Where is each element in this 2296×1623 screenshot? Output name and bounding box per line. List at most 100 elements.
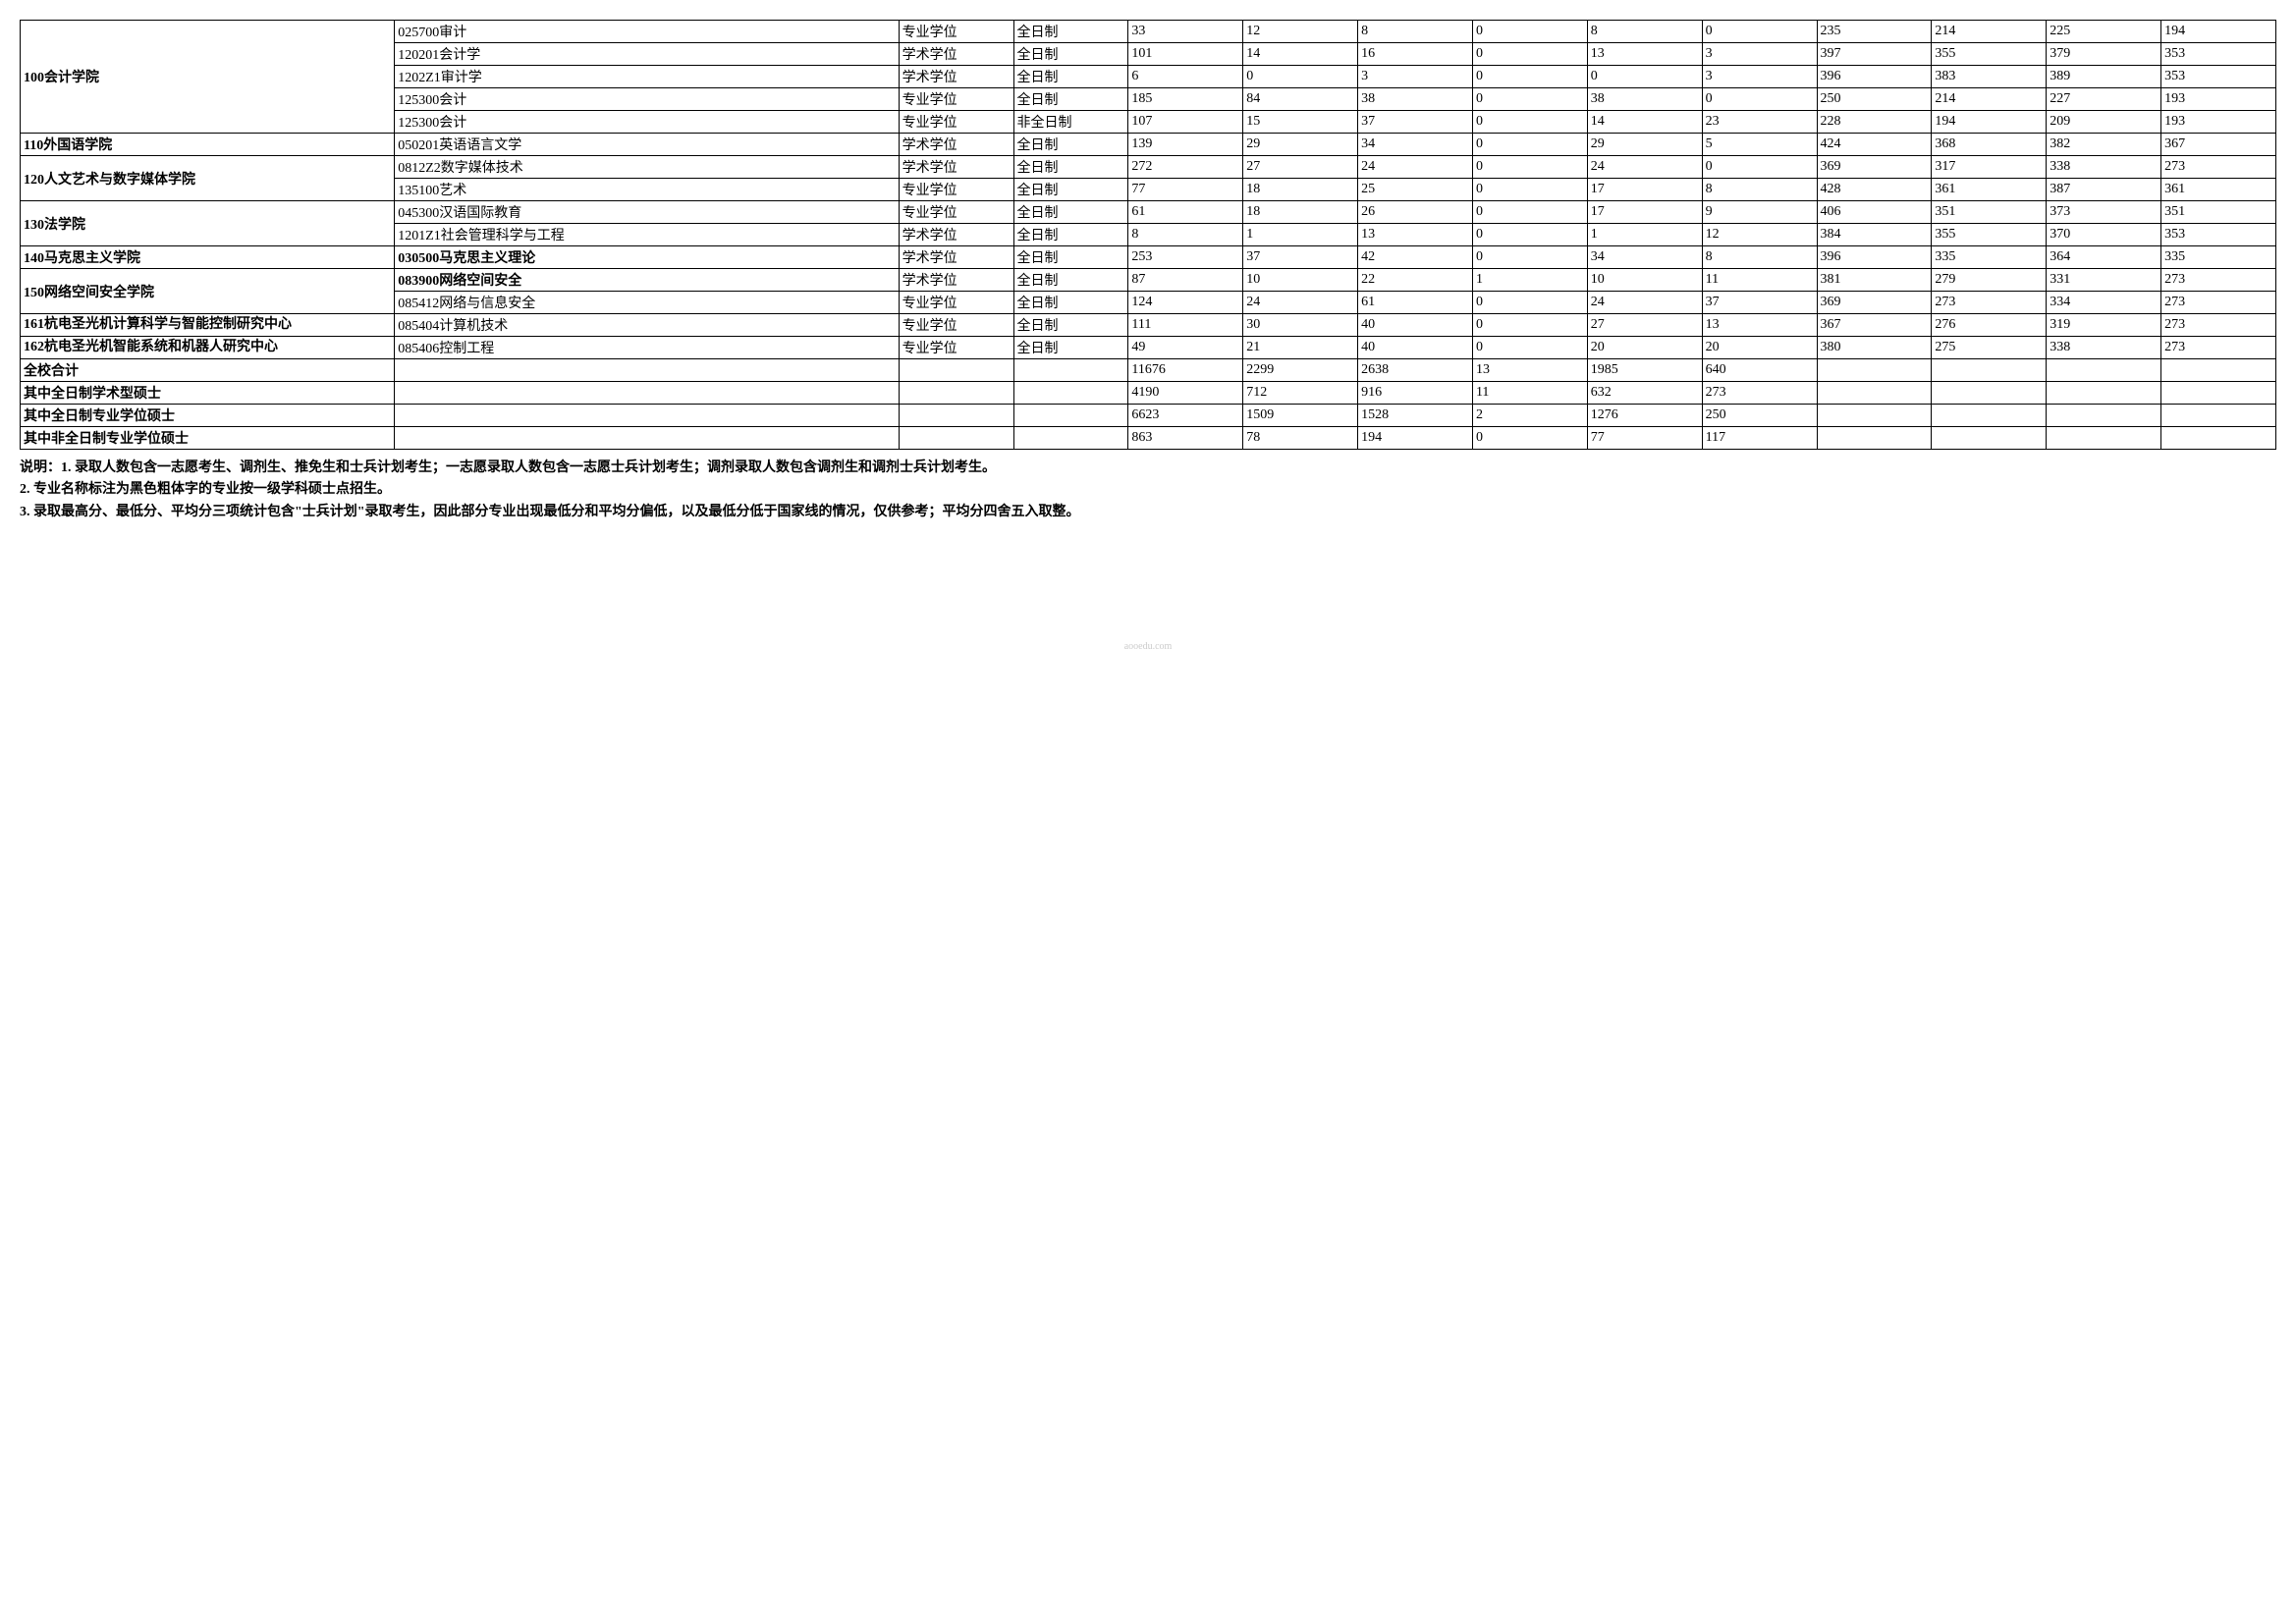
data-cell: 194 (1932, 111, 2047, 134)
data-cell: 2299 (1243, 359, 1358, 382)
data-cell: 26 (1358, 201, 1473, 224)
data-cell: 334 (2047, 292, 2161, 314)
data-cell: 0 (1472, 427, 1587, 450)
data-cell: 1 (1243, 224, 1358, 246)
data-cell: 380 (1817, 337, 1932, 359)
data-cell: 11 (1472, 382, 1587, 405)
data-cell: 355 (1932, 224, 2047, 246)
total-label: 全校合计 (21, 359, 395, 382)
data-cell: 367 (2161, 134, 2276, 156)
data-cell (1817, 405, 1932, 427)
data-cell: 3 (1702, 43, 1817, 66)
data-cell: 17 (1587, 201, 1702, 224)
data-cell: 3 (1702, 66, 1817, 88)
mode-cell: 全日制 (1013, 179, 1128, 201)
data-cell: 24 (1587, 156, 1702, 179)
data-cell: 24 (1587, 292, 1702, 314)
dept-cell: 150网络空间安全学院 (21, 269, 395, 314)
mode-cell: 全日制 (1013, 246, 1128, 269)
empty-cell (899, 382, 1013, 405)
mode-cell: 全日制 (1013, 224, 1128, 246)
major-cell: 125300会计 (395, 111, 899, 134)
major-cell: 085406控制工程 (395, 337, 899, 359)
data-cell: 10 (1587, 269, 1702, 292)
data-cell (2161, 405, 2276, 427)
data-cell: 17 (1587, 179, 1702, 201)
data-cell: 273 (2161, 292, 2276, 314)
data-cell: 273 (2161, 337, 2276, 359)
empty-cell (395, 405, 899, 427)
data-cell: 1276 (1587, 405, 1702, 427)
data-cell: 13 (1358, 224, 1473, 246)
major-cell: 083900网络空间安全 (395, 269, 899, 292)
data-cell: 77 (1587, 427, 1702, 450)
data-cell: 49 (1128, 337, 1243, 359)
data-cell: 353 (2161, 224, 2276, 246)
notes-section: 说明：1. 录取人数包含一志愿考生、调剂生、推免生和士兵计划考生；一志愿录取人数… (20, 458, 2276, 523)
data-cell: 1985 (1587, 359, 1702, 382)
data-cell (1817, 359, 1932, 382)
major-cell: 125300会计 (395, 88, 899, 111)
major-cell: 030500马克思主义理论 (395, 246, 899, 269)
data-cell: 87 (1128, 269, 1243, 292)
data-cell: 640 (1702, 359, 1817, 382)
type-cell: 专业学位 (899, 111, 1013, 134)
data-cell: 0 (1472, 134, 1587, 156)
data-cell: 379 (2047, 43, 2161, 66)
data-cell: 361 (2161, 179, 2276, 201)
data-cell (2161, 382, 2276, 405)
mode-cell: 全日制 (1013, 156, 1128, 179)
data-cell (2047, 382, 2161, 405)
data-cell: 351 (1932, 201, 2047, 224)
mode-cell: 全日制 (1013, 88, 1128, 111)
table-row: 150网络空间安全学院083900网络空间安全学术学位全日制8710221101… (21, 269, 2276, 292)
data-cell: 20 (1702, 337, 1817, 359)
data-cell: 14 (1243, 43, 1358, 66)
data-cell: 367 (1817, 314, 1932, 337)
data-cell: 0 (1472, 201, 1587, 224)
mode-cell: 非全日制 (1013, 111, 1128, 134)
data-cell: 368 (1932, 134, 2047, 156)
type-cell: 学术学位 (899, 246, 1013, 269)
major-cell: 050201英语语言文学 (395, 134, 899, 156)
data-cell (1817, 382, 1932, 405)
data-cell: 1528 (1358, 405, 1473, 427)
type-cell: 学术学位 (899, 156, 1013, 179)
data-cell: 107 (1128, 111, 1243, 134)
empty-cell (899, 405, 1013, 427)
data-cell: 185 (1128, 88, 1243, 111)
empty-cell (899, 427, 1013, 450)
dept-cell: 120人文艺术与数字媒体学院 (21, 156, 395, 201)
data-cell: 21 (1243, 337, 1358, 359)
type-cell: 学术学位 (899, 66, 1013, 88)
table-row: 120人文艺术与数字媒体学院0812Z2数字媒体技术学术学位全日制2722724… (21, 156, 2276, 179)
type-cell: 专业学位 (899, 179, 1013, 201)
data-cell: 396 (1817, 66, 1932, 88)
data-cell: 250 (1817, 88, 1932, 111)
type-cell: 学术学位 (899, 134, 1013, 156)
data-cell: 11676 (1128, 359, 1243, 382)
data-cell: 235 (1817, 21, 1932, 43)
data-cell: 397 (1817, 43, 1932, 66)
data-cell: 0 (1702, 88, 1817, 111)
data-cell (2047, 405, 2161, 427)
data-cell: 273 (1932, 292, 2047, 314)
dept-cell: 140马克思主义学院 (21, 246, 395, 269)
data-cell: 18 (1243, 201, 1358, 224)
data-cell: 38 (1358, 88, 1473, 111)
data-cell: 25 (1358, 179, 1473, 201)
mode-cell: 全日制 (1013, 269, 1128, 292)
total-row: 其中非全日制专业学位硕士86378194077117 (21, 427, 2276, 450)
data-cell (1932, 382, 2047, 405)
data-cell: 194 (2161, 21, 2276, 43)
data-cell: 0 (1472, 66, 1587, 88)
data-cell: 13 (1587, 43, 1702, 66)
data-cell: 227 (2047, 88, 2161, 111)
data-cell: 338 (2047, 337, 2161, 359)
data-cell: 1 (1472, 269, 1587, 292)
data-cell: 23 (1702, 111, 1817, 134)
data-cell: 27 (1243, 156, 1358, 179)
data-cell: 0 (1472, 88, 1587, 111)
data-cell: 253 (1128, 246, 1243, 269)
data-cell: 214 (1932, 21, 2047, 43)
